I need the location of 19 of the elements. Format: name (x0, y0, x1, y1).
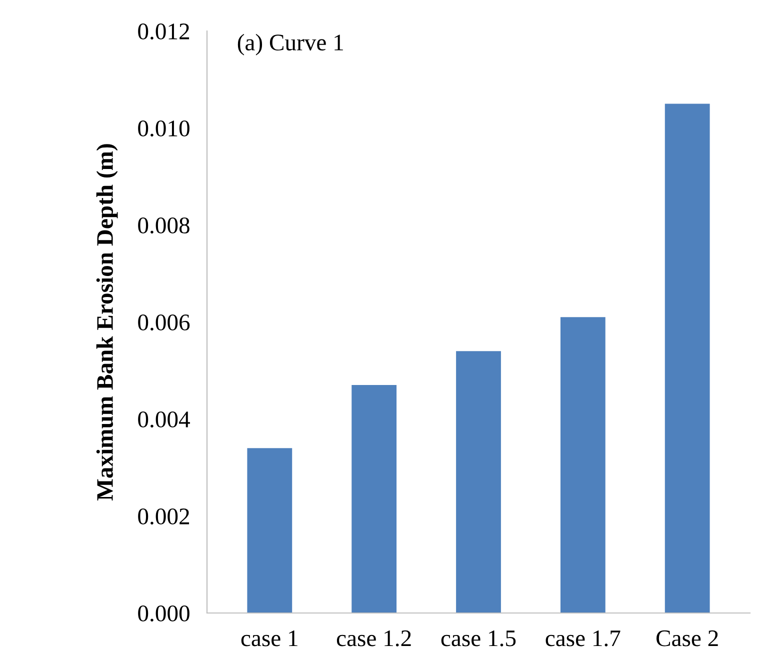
bar (560, 317, 606, 613)
x-tick-label: Case 2 (656, 630, 718, 646)
y-tick-label: 0.012 (138, 23, 190, 40)
y-tick-label: 0.010 (138, 120, 190, 137)
y-tick-label: 0.002 (138, 508, 190, 525)
x-tick-label: case 1.5 (441, 630, 516, 646)
chart-title: (a) Curve 1 (238, 34, 343, 56)
y-tick-label: 0.000 (138, 605, 190, 622)
bar (664, 104, 710, 613)
x-tick-label: case 1 (241, 630, 298, 646)
y-axis-title: Maximum Bank Erosion Depth (m) (96, 144, 118, 500)
x-tick-label: case 1.2 (336, 630, 411, 646)
x-tick-label: case 1.7 (546, 630, 620, 646)
bar (247, 448, 292, 613)
y-tick-label: 0.004 (138, 411, 190, 428)
y-tick-label: 0.006 (138, 314, 190, 331)
y-tick-label: 0.008 (138, 217, 190, 234)
bar (456, 351, 501, 613)
bar (352, 385, 397, 613)
